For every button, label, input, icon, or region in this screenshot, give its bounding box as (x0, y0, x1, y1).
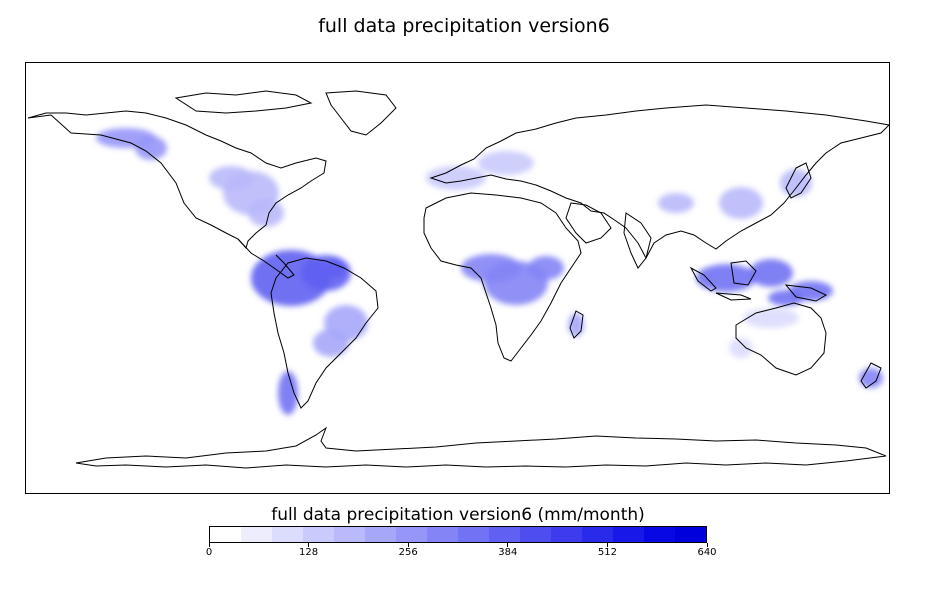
precip-region (313, 329, 349, 357)
precip-region (461, 254, 521, 282)
coastline-australia (735, 302, 827, 376)
coastline-north-america (27, 110, 327, 250)
colorbar-tick (706, 543, 708, 547)
colorbar-segment (241, 527, 272, 542)
coastline-sumatra (689, 266, 717, 292)
coastline-new-guinea (784, 284, 828, 302)
precip-region (278, 371, 298, 415)
colorbar-ticks: 0 128 256 384 512 640 (205, 543, 717, 563)
coastline-new-zealand (860, 362, 882, 389)
colorbar-tick-label: 256 (398, 547, 418, 558)
colorbar-segment (272, 527, 303, 542)
coastline-south-america (270, 257, 379, 409)
precip-region (426, 166, 486, 190)
colorbar-segment (582, 527, 613, 542)
precip-region (780, 169, 812, 197)
colorbar-tick-label: 128 (299, 547, 319, 558)
colorbar-tick (507, 543, 509, 547)
world-map (25, 62, 890, 494)
coastline-eurasia (429, 104, 889, 260)
colorbar-segment (303, 527, 334, 542)
colorbar-title: full data precipitation version6 (mm/mon… (271, 505, 645, 525)
coastlines (27, 90, 889, 469)
colorbar-tick-label: 0 (205, 547, 213, 558)
coastline-greenland (325, 90, 397, 136)
colorbar-segment (489, 527, 520, 542)
coastline-antarctica (75, 426, 887, 469)
colorbar-segment (427, 527, 458, 542)
precip-region (696, 264, 756, 292)
precip-region (743, 308, 799, 328)
coastline-java (715, 292, 752, 301)
colorbar-tick (308, 543, 310, 547)
colorbar-segment (396, 527, 427, 542)
colorbar-tick-label: 512 (597, 547, 617, 558)
precip-region (749, 259, 793, 287)
coastline-arabia (565, 202, 612, 244)
precip-region (768, 290, 804, 306)
colorbar-segment (334, 527, 365, 542)
precip-region (568, 313, 584, 337)
precip-region (248, 199, 284, 227)
precipitation-field (96, 128, 883, 415)
precip-region (528, 256, 564, 280)
colorbar-tick (208, 543, 210, 547)
coastline-japan (785, 162, 812, 199)
colorbar-tick (606, 543, 608, 547)
colorbar-segment (520, 527, 551, 542)
colorbar-segment (644, 527, 675, 542)
coastline-madagascar (569, 310, 584, 339)
precip-region (658, 193, 694, 213)
precip-region (729, 338, 753, 358)
colorbar (209, 526, 707, 543)
map-canvas (27, 90, 889, 469)
precip-region (719, 187, 763, 219)
colorbar-segment (458, 527, 489, 542)
coastline-arctic-islands (174, 90, 313, 114)
colorbar-segment (210, 527, 241, 542)
colorbar-tick (407, 543, 409, 547)
plot-title: full data precipitation version6 (318, 15, 610, 37)
colorbar-segment (675, 527, 706, 542)
precip-region (478, 151, 534, 175)
coastline-borneo (730, 260, 757, 286)
precip-region (209, 166, 253, 190)
precip-region (135, 136, 167, 160)
colorbar-tick-label: 640 (697, 547, 717, 558)
colorbar-tick-label: 384 (498, 547, 518, 558)
colorbar-segment (365, 527, 396, 542)
coastline-india (623, 212, 652, 269)
colorbar-segment (613, 527, 644, 542)
coastline-central-america (237, 238, 295, 279)
coastline-africa (423, 192, 582, 362)
colorbar-segment (551, 527, 582, 542)
